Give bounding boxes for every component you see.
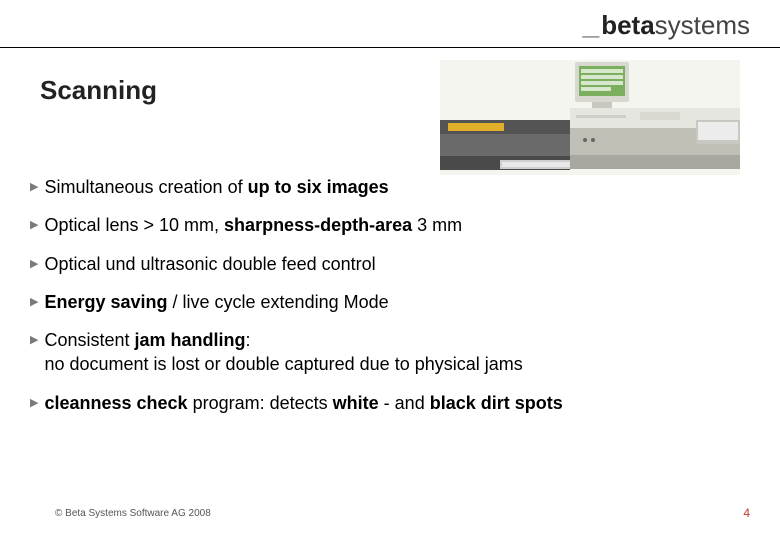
bullet-text: Simultaneous creation of up to six image… bbox=[44, 175, 388, 199]
bullet-arrow-icon: ▶ bbox=[30, 295, 38, 310]
bullet-text: Optical und ultrasonic double feed contr… bbox=[44, 252, 375, 276]
bullet-text: Energy saving / live cycle extending Mod… bbox=[44, 290, 388, 314]
bullet-item: ▶ Consistent jam handling:no document is … bbox=[30, 328, 750, 377]
footer: © Beta Systems Software AG 2008 4 bbox=[55, 506, 750, 520]
bullet-text: Optical lens > 10 mm, sharpness-depth-ar… bbox=[44, 213, 462, 237]
bullet-item: ▶ Optical lens > 10 mm, sharpness-depth-a… bbox=[30, 213, 750, 237]
bullet-text: Consistent jam handling:no document is l… bbox=[44, 328, 522, 377]
logo-underscore: _ bbox=[583, 10, 600, 40]
copyright-text: © Beta Systems Software AG 2008 bbox=[55, 508, 211, 519]
bullet-item: ▶ Simultaneous creation of up to six imag… bbox=[30, 175, 750, 199]
header-rule bbox=[0, 47, 780, 48]
scanner-image bbox=[440, 60, 740, 175]
bullet-arrow-icon: ▶ bbox=[30, 257, 38, 272]
logo-bold: beta bbox=[601, 10, 654, 41]
bullet-item: ▶ Optical und ultrasonic double feed cont… bbox=[30, 252, 750, 276]
bullet-arrow-icon: ▶ bbox=[30, 396, 38, 411]
bullet-list: ▶ Simultaneous creation of up to six imag… bbox=[30, 175, 750, 429]
bullet-arrow-icon: ▶ bbox=[30, 218, 38, 233]
logo-light: systems bbox=[655, 10, 750, 41]
page-number: 4 bbox=[743, 506, 750, 520]
slide-title: Scanning bbox=[40, 75, 157, 106]
brand-logo: _ beta systems bbox=[583, 10, 751, 41]
bullet-arrow-icon: ▶ bbox=[30, 180, 38, 195]
bullet-item: ▶ cleanness check program: detects white … bbox=[30, 391, 750, 415]
bullet-arrow-icon: ▶ bbox=[30, 333, 38, 348]
bullet-text: cleanness check program: detects white -… bbox=[44, 391, 562, 415]
bullet-item: ▶ Energy saving / live cycle extending Mo… bbox=[30, 290, 750, 314]
